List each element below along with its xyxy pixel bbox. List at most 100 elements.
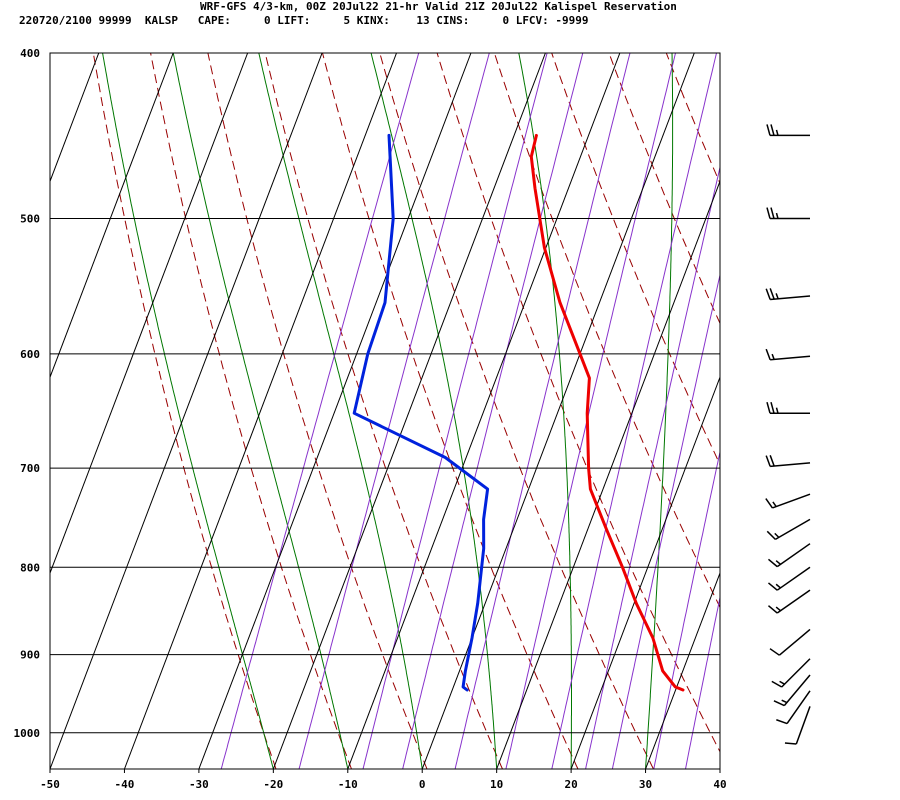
barb-full-feather xyxy=(766,124,771,136)
barb-half-feather xyxy=(774,532,780,538)
mixing-ratio-line xyxy=(362,53,548,769)
mixing-ratio-line xyxy=(220,53,420,769)
temperature-tick-label: 30 xyxy=(639,778,652,791)
wind-barb xyxy=(766,124,810,137)
wind-barb xyxy=(776,690,811,725)
dry-adiabat-line xyxy=(608,53,720,325)
moist-adiabat-line xyxy=(172,53,349,769)
barb-full-feather xyxy=(784,742,797,745)
wind-barb xyxy=(767,589,811,614)
wind-barb xyxy=(765,455,811,468)
mixing-ratio-line xyxy=(760,53,900,769)
barb-staff xyxy=(786,690,811,725)
barb-full-feather xyxy=(770,402,775,414)
barb-half-feather xyxy=(775,212,779,219)
wind-barb xyxy=(771,658,811,688)
wind-barb xyxy=(769,628,811,656)
barb-half-feather xyxy=(781,699,788,704)
mixing-ratio-line xyxy=(653,449,720,769)
barb-full-feather xyxy=(767,582,778,591)
barb-staff xyxy=(776,589,811,614)
barb-half-feather xyxy=(775,606,781,612)
temperature-tick-label: 20 xyxy=(564,778,577,791)
barb-staff xyxy=(776,566,811,591)
dry-adiabat-line xyxy=(436,53,720,753)
temperature-tick-label: -50 xyxy=(40,778,60,791)
barb-staff xyxy=(783,674,811,707)
wind-barb xyxy=(773,674,811,707)
dry-adiabat-line xyxy=(379,53,654,769)
isotherm-line xyxy=(421,53,695,769)
mixing-ratio-line xyxy=(551,53,717,769)
dry-adiabat-line xyxy=(207,53,428,769)
temperature-tick-label: -40 xyxy=(115,778,135,791)
mixing-ratio-line xyxy=(402,53,584,769)
wind-barb xyxy=(765,493,811,509)
mixing-ratio-line xyxy=(611,272,720,769)
mixing-ratio-line xyxy=(454,53,631,769)
dry-adiabat-line xyxy=(150,53,352,769)
wind-barb xyxy=(767,566,811,591)
barb-half-feather xyxy=(771,353,775,360)
temperature-tick-label: -10 xyxy=(338,778,358,791)
barb-full-feather xyxy=(766,402,771,414)
wind-barb xyxy=(766,518,811,541)
mixing-ratio-line xyxy=(685,595,720,769)
wind-barb xyxy=(766,207,810,220)
isotherm-line xyxy=(50,53,249,575)
barb-staff xyxy=(781,658,811,688)
dry-adiabat-line xyxy=(264,53,503,769)
barb-full-feather xyxy=(765,348,771,361)
isotherm-line xyxy=(496,179,720,769)
barb-full-feather xyxy=(765,455,771,467)
barb-half-feather xyxy=(775,407,779,414)
wind-barb xyxy=(765,288,811,301)
barb-full-feather xyxy=(767,605,778,614)
moist-adiabat-line xyxy=(258,53,423,769)
wind-barb xyxy=(766,402,810,414)
pressure-tick-label: 600 xyxy=(20,348,40,361)
dry-adiabat-line xyxy=(665,53,720,185)
barb-staff xyxy=(770,462,811,468)
barb-full-feather xyxy=(769,648,780,656)
barb-staff xyxy=(772,493,811,509)
pressure-tick-label: 700 xyxy=(20,462,40,475)
temperature-axis: -50 -40 -30 -20 -10 0 10 20 30 40 xyxy=(40,769,727,791)
temperature-tick-label: 40 xyxy=(713,778,726,791)
dewpoint-trace xyxy=(352,133,490,692)
barb-half-feather xyxy=(775,129,779,136)
pressure-axis: 400 500 600 700 800 900 1000 xyxy=(14,47,41,740)
temperature-tick-label: 10 xyxy=(490,778,503,791)
isobar-lines xyxy=(50,52,720,734)
plot-frame xyxy=(49,52,721,770)
barb-staff xyxy=(795,706,811,745)
wind-barb xyxy=(765,348,811,361)
barb-full-feather xyxy=(770,207,775,219)
temperature-tick-label: 0 xyxy=(419,778,426,791)
background-lines xyxy=(92,53,900,769)
mixing-ratio-line xyxy=(585,165,720,769)
isotherm-line xyxy=(50,53,323,769)
barb-full-feather xyxy=(769,455,775,467)
dry-adiabat-line xyxy=(838,53,900,769)
temperature-tick-label: -20 xyxy=(263,778,283,791)
barb-staff xyxy=(770,295,811,301)
isotherm-line xyxy=(272,53,546,769)
pressure-tick-label: 1000 xyxy=(14,727,41,740)
mixing-ratio-line xyxy=(789,53,900,769)
mixing-ratio-line xyxy=(298,53,490,769)
isotherm-line xyxy=(198,53,472,769)
pressure-tick-label: 800 xyxy=(20,561,40,574)
moist-adiabat-line xyxy=(518,53,572,769)
dry-adiabat-line xyxy=(781,53,900,769)
barb-half-feather xyxy=(779,680,785,685)
barb-half-feather xyxy=(775,560,781,565)
barb-staff xyxy=(776,543,811,568)
pressure-tick-label: 500 xyxy=(20,213,40,226)
dry-adiabat-line xyxy=(493,53,720,609)
barb-full-feather xyxy=(770,124,775,136)
pressure-tick-label: 900 xyxy=(20,649,40,662)
barb-full-feather xyxy=(773,700,785,707)
temperature-tick-label: -30 xyxy=(189,778,209,791)
